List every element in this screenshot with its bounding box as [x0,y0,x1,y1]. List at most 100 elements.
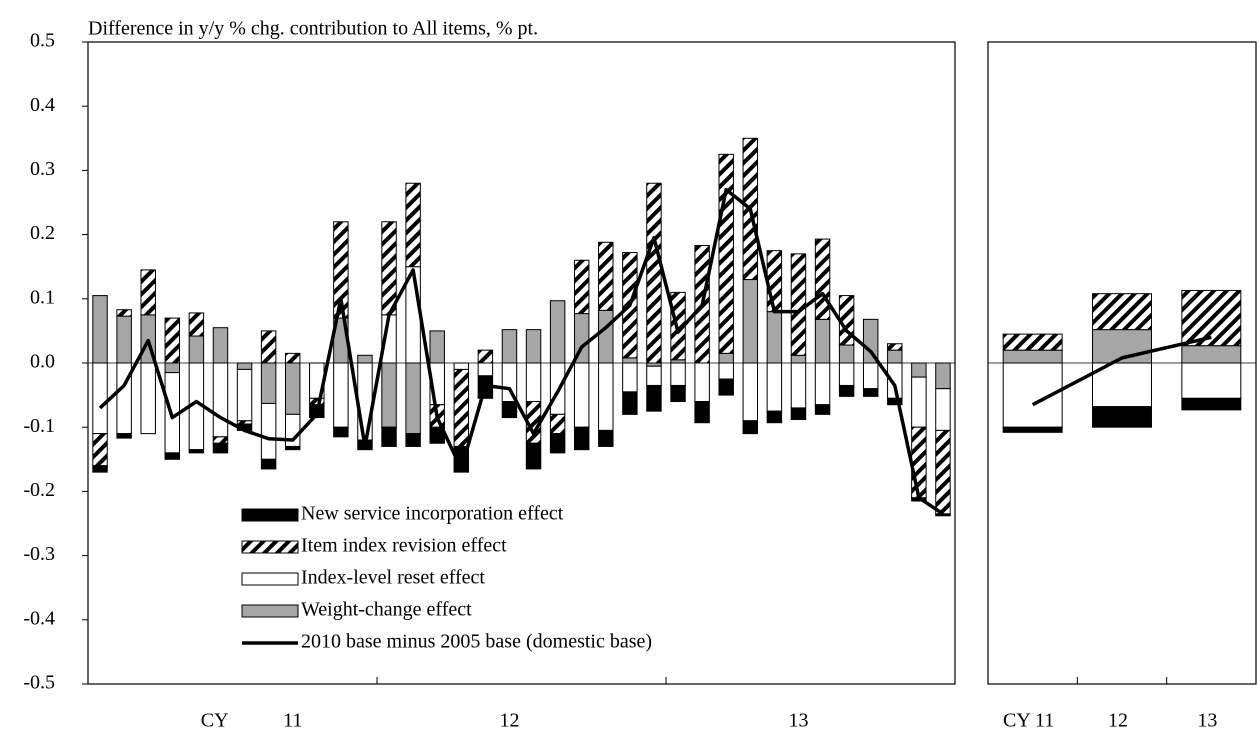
bar-segment [935,388,951,431]
bar-segment [862,388,879,397]
bar-segment [694,362,710,403]
bar-segment [573,426,590,451]
y-tick-label: -0.2 [23,479,55,501]
y-tick-label: -0.3 [23,543,55,565]
bar-segment [887,349,903,364]
bar-segment [670,384,686,403]
y-tick-label: 0.5 [30,30,55,52]
legend-label: Item index revision effect [301,535,507,557]
bar-segment [911,376,927,428]
bar-segment [188,449,205,454]
bar-segment [381,221,397,316]
bar-segment [164,362,181,374]
bar-segment [935,429,951,515]
bar-segment [525,442,542,470]
bar-segment [911,362,927,378]
legend-swatch [241,604,299,618]
bar-segment [935,362,951,390]
bar-segment [477,362,494,377]
bar-segment [598,362,614,431]
bar-segment [622,391,638,415]
bar-segment [164,452,181,460]
bar-segment [838,384,855,397]
bar-segment [284,362,301,415]
bar-segment [116,315,132,364]
bar-segment [814,318,831,364]
bar-segment [381,362,397,428]
bar-segment [116,433,132,439]
bar-segment [501,329,518,364]
bar-segment [549,413,566,435]
y-tick-label: 0.2 [30,222,55,244]
bar-segment [573,259,590,315]
bar-segment [766,250,783,313]
bar-segment [477,349,494,364]
legend-label: New service incorporation effect [301,503,564,525]
bar-segment [622,357,638,364]
bar-segment [405,362,421,435]
bar-segment [646,384,662,412]
bar-segment [1002,349,1063,364]
bar-segment [381,426,397,447]
x-prefix: CY [201,710,229,732]
bar-segment [766,311,783,364]
bar-segment [911,426,927,499]
x-tick-label: CY 11 [1003,710,1054,732]
bar-segment [309,397,325,406]
bar-segment [766,362,783,412]
bar-segment [718,352,734,364]
y-tick-label: -0.1 [23,415,55,437]
bar-segment [92,465,108,473]
legend-label: Index-level reset effect [301,567,485,589]
bar-segment [887,397,903,406]
bar-segment [718,362,734,380]
bar-segment [260,330,277,364]
bar-segment [742,362,759,422]
bar-segment [598,309,614,364]
bar-segment [790,354,807,364]
bar-segment [525,362,542,403]
bar-segment [140,362,156,435]
y-tick-label: -0.5 [23,672,55,694]
bar-segment [284,352,301,364]
bar-segment [92,433,108,467]
legend-label: 2010 base minus 2005 base (domestic base… [301,631,652,653]
bar-segment [284,445,301,451]
bar-segment [573,362,590,428]
bar-segment [453,362,470,370]
bar-segment [790,253,807,356]
bar-segment [622,362,638,393]
bar-segment [236,368,253,422]
y-tick-label: 0.0 [30,351,55,373]
bar-segment [405,182,421,268]
bar-segment [887,343,903,351]
bar-segment [212,327,229,364]
bar-segment [814,404,831,415]
bar-segment [838,344,855,364]
bar-segment [1092,406,1152,428]
chart-title: Difference in y/y % chg. contribution to… [88,18,538,40]
x-tick-label: 12 [499,710,519,732]
bar-segment [212,362,229,438]
x-tick-label: 12 [1108,710,1128,732]
bar-segment [598,241,614,311]
bar-segment [357,354,373,364]
bar-segment [790,362,807,409]
bar-segment [188,335,205,364]
bar-segment [549,433,566,454]
bar-segment [1002,333,1063,351]
bar-segment [670,362,686,386]
x-tick-label: 11 [283,710,302,732]
x-tick-label: 13 [788,710,808,732]
line-series [98,187,944,516]
bar-segment [188,312,205,337]
bar-segment [405,433,421,447]
bar-segment [429,330,445,364]
line-series [1031,335,1212,407]
bar-segment [814,238,831,320]
bar-segment [260,362,277,404]
bar-segment [766,410,783,424]
y-tick-label: 0.3 [30,158,55,180]
bar-segment [1092,362,1152,408]
